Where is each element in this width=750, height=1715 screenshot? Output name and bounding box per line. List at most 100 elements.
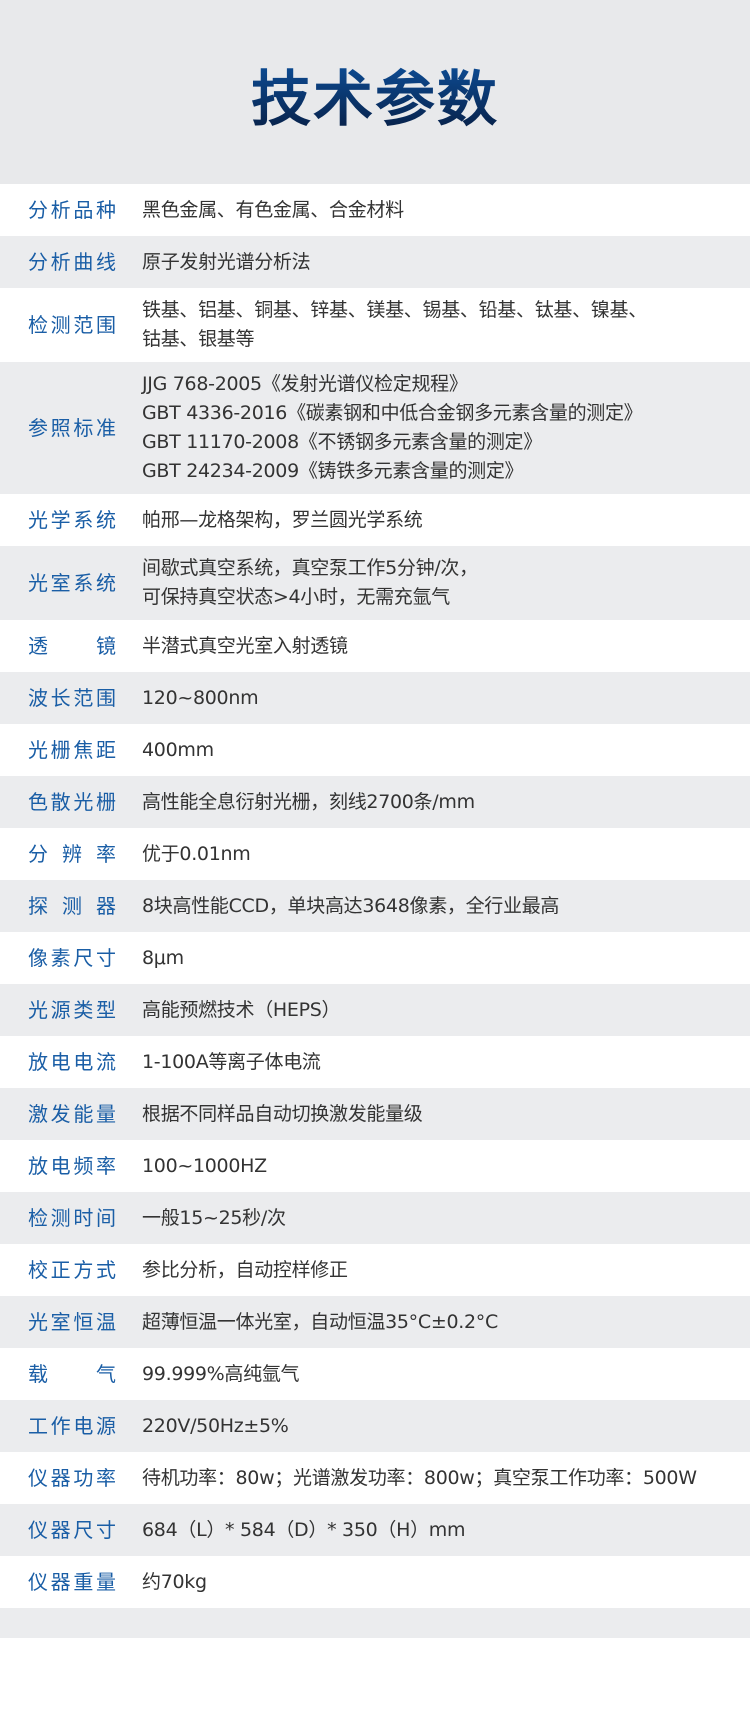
- spec-value-line: 99.999%高纯氩气: [142, 1362, 300, 1385]
- spec-value: 根据不同样品自动切换激发能量级: [142, 1092, 423, 1137]
- spec-row: 分析品种 黑色金属、有色金属、合金材料: [0, 184, 750, 236]
- spec-value-line: 100~1000HZ: [142, 1154, 267, 1177]
- spec-value-line: 原子发射光谱分析法: [142, 250, 311, 273]
- spec-row: 波长范围 120~800nm: [0, 672, 750, 724]
- spec-row: 透镜 半潜式真空光室入射透镜: [0, 620, 750, 672]
- spec-row: 光栅焦距 400mm: [0, 724, 750, 776]
- spec-row: 参照标准 JJG 768-2005《发射光谱仪检定规程》 GBT 4336-2016…: [0, 362, 750, 494]
- spec-label: 波长范围: [28, 686, 116, 710]
- spec-row: 检测时间 一般15~25秒/次: [0, 1192, 750, 1244]
- spec-label: 分辨率: [28, 842, 116, 866]
- spec-value: 400mm: [142, 728, 214, 773]
- spec-value-line: 帕邢—龙格架构，罗兰圆光学系统: [142, 508, 423, 531]
- spec-value-line: 铁基、铝基、铜基、锌基、镁基、锡基、铅基、钛基、镍基、: [142, 299, 647, 321]
- spec-value: 待机功率：80w；光谱激发功率：800w；真空泵工作功率：500W: [142, 1456, 697, 1501]
- spec-value: JJG 768-2005《发射光谱仪检定规程》 GBT 4336-2016《碳素钢…: [142, 362, 643, 494]
- spec-row: 校正方式 参比分析，自动控样修正: [0, 1244, 750, 1296]
- spec-value-line: GBT 11170-2008《不锈钢多元素含量的测定》: [142, 431, 542, 453]
- spec-label: 色散光栅: [28, 790, 116, 814]
- spec-row: 光学系统 帕邢—龙格架构，罗兰圆光学系统: [0, 494, 750, 546]
- page-title: 技术参数: [0, 62, 750, 138]
- spec-value: 一般15~25秒/次: [142, 1196, 286, 1241]
- spec-value: 半潜式真空光室入射透镜: [142, 624, 348, 669]
- spec-value-line: 684（L）* 584（D）* 350（H）mm: [142, 1518, 466, 1541]
- spec-value-line: 间歇式真空系统，真空泵工作5分钟/次，: [142, 557, 478, 579]
- spec-row: 放电频率 100~1000HZ: [0, 1140, 750, 1192]
- spec-label: 放电频率: [28, 1154, 116, 1178]
- spec-row: 分辨率 优于0.01nm: [0, 828, 750, 880]
- spec-value: 120~800nm: [142, 676, 259, 721]
- spec-label: 检测时间: [28, 1206, 116, 1230]
- spec-label: 分析曲线: [28, 250, 116, 274]
- spec-row: 放电电流 1-100A等离子体电流: [0, 1036, 750, 1088]
- spec-value: 参比分析，自动控样修正: [142, 1248, 348, 1293]
- spec-label: 检测范围: [28, 313, 116, 337]
- spec-value: 高性能全息衍射光栅，刻线2700条/mm: [142, 780, 475, 825]
- spec-value: 间歇式真空系统，真空泵工作5分钟/次， 可保持真空状态>4小时，无需充氩气: [142, 546, 478, 620]
- spec-label: 工作电源: [28, 1414, 116, 1438]
- spec-row: 仪器重量 约70kg: [0, 1556, 750, 1608]
- spec-row: 工作电源 220V/50Hz±5%: [0, 1400, 750, 1452]
- spec-value: 优于0.01nm: [142, 832, 251, 877]
- spec-row: 分析曲线 原子发射光谱分析法: [0, 236, 750, 288]
- spec-value-line: 约70kg: [142, 1570, 207, 1593]
- spec-value-line: 超薄恒温一体光室，自动恒温35°C±0.2°C: [142, 1310, 498, 1333]
- spec-value-line: 220V/50Hz±5%: [142, 1414, 289, 1437]
- spec-value: 8块高性能CCD，单块高达3648像素，全行业最高: [142, 884, 559, 929]
- spec-label: 光学系统: [28, 508, 116, 532]
- spec-value: 220V/50Hz±5%: [142, 1404, 289, 1449]
- spec-value: 99.999%高纯氩气: [142, 1352, 300, 1397]
- spec-row: 像素尺寸 8μm: [0, 932, 750, 984]
- spec-value-line: 高能预燃技术（HEPS）: [142, 998, 341, 1021]
- spec-label: 校正方式: [28, 1258, 116, 1282]
- spec-value: 684（L）* 584（D）* 350（H）mm: [142, 1508, 466, 1553]
- spec-label: 光室恒温: [28, 1310, 116, 1334]
- spec-value-line: 优于0.01nm: [142, 842, 251, 865]
- spec-row: 光室恒温 超薄恒温一体光室，自动恒温35°C±0.2°C: [0, 1296, 750, 1348]
- spec-table: 分析品种 黑色金属、有色金属、合金材料分析曲线 原子发射光谱分析法检测范围 铁基、铝基…: [0, 184, 750, 1608]
- spec-value-line: 400mm: [142, 738, 214, 761]
- spec-row: 探测器 8块高性能CCD，单块高达3648像素，全行业最高: [0, 880, 750, 932]
- spec-value: 超薄恒温一体光室，自动恒温35°C±0.2°C: [142, 1300, 498, 1345]
- spec-value: 黑色金属、有色金属、合金材料: [142, 188, 404, 233]
- spec-label: 分析品种: [28, 198, 116, 222]
- spec-label: 光源类型: [28, 998, 116, 1022]
- spec-row: 光源类型 高能预燃技术（HEPS）: [0, 984, 750, 1036]
- spec-value-line: 一般15~25秒/次: [142, 1206, 286, 1229]
- spec-label: 像素尺寸: [28, 946, 116, 970]
- spec-value-line: JJG 768-2005《发射光谱仪检定规程》: [142, 373, 468, 395]
- spec-label: 激发能量: [28, 1102, 116, 1126]
- spec-row: 仪器尺寸 684（L）* 584（D）* 350（H）mm: [0, 1504, 750, 1556]
- spec-value-line: 1-100A等离子体电流: [142, 1050, 321, 1073]
- spec-value-line: 黑色金属、有色金属、合金材料: [142, 198, 404, 221]
- spec-value-line: 8μm: [142, 946, 184, 969]
- spec-value: 铁基、铝基、铜基、锌基、镁基、锡基、铅基、钛基、镍基、 钴基、银基等: [142, 288, 647, 362]
- spec-value-line: 待机功率：80w；光谱激发功率：800w；真空泵工作功率：500W: [142, 1466, 697, 1489]
- spec-label: 透镜: [28, 634, 116, 658]
- header: 技术参数: [0, 0, 750, 184]
- spec-label: 光室系统: [28, 571, 116, 595]
- spec-label: 探测器: [28, 894, 116, 918]
- spec-value-line: 根据不同样品自动切换激发能量级: [142, 1102, 423, 1125]
- spec-value-line: 高性能全息衍射光栅，刻线2700条/mm: [142, 790, 475, 813]
- spec-row: 激发能量 根据不同样品自动切换激发能量级: [0, 1088, 750, 1140]
- spec-value-line: 120~800nm: [142, 686, 259, 709]
- spec-label: 仪器重量: [28, 1570, 116, 1594]
- spec-value-line: 可保持真空状态>4小时，无需充氩气: [142, 586, 450, 608]
- spec-value: 高能预燃技术（HEPS）: [142, 988, 341, 1033]
- footer-band: [0, 1608, 750, 1638]
- spec-label: 仪器尺寸: [28, 1518, 116, 1542]
- spec-value-line: 半潜式真空光室入射透镜: [142, 634, 348, 657]
- spec-label: 放电电流: [28, 1050, 116, 1074]
- spec-value-line: GBT 24234-2009《铸铁多元素含量的测定》: [142, 460, 524, 482]
- spec-value-line: GBT 4336-2016《碳素钢和中低合金钢多元素含量的测定》: [142, 402, 643, 424]
- spec-label: 仪器功率: [28, 1466, 116, 1490]
- spec-value-line: 8块高性能CCD，单块高达3648像素，全行业最高: [142, 894, 560, 917]
- spec-value: 帕邢—龙格架构，罗兰圆光学系统: [142, 498, 423, 543]
- spec-row: 载气 99.999%高纯氩气: [0, 1348, 750, 1400]
- spec-value-line: 参比分析，自动控样修正: [142, 1258, 348, 1281]
- spec-row: 检测范围 铁基、铝基、铜基、锌基、镁基、锡基、铅基、钛基、镍基、 钴基、银基等: [0, 288, 750, 362]
- spec-value: 1-100A等离子体电流: [142, 1040, 321, 1085]
- spec-label: 载气: [28, 1362, 116, 1386]
- spec-row: 色散光栅 高性能全息衍射光栅，刻线2700条/mm: [0, 776, 750, 828]
